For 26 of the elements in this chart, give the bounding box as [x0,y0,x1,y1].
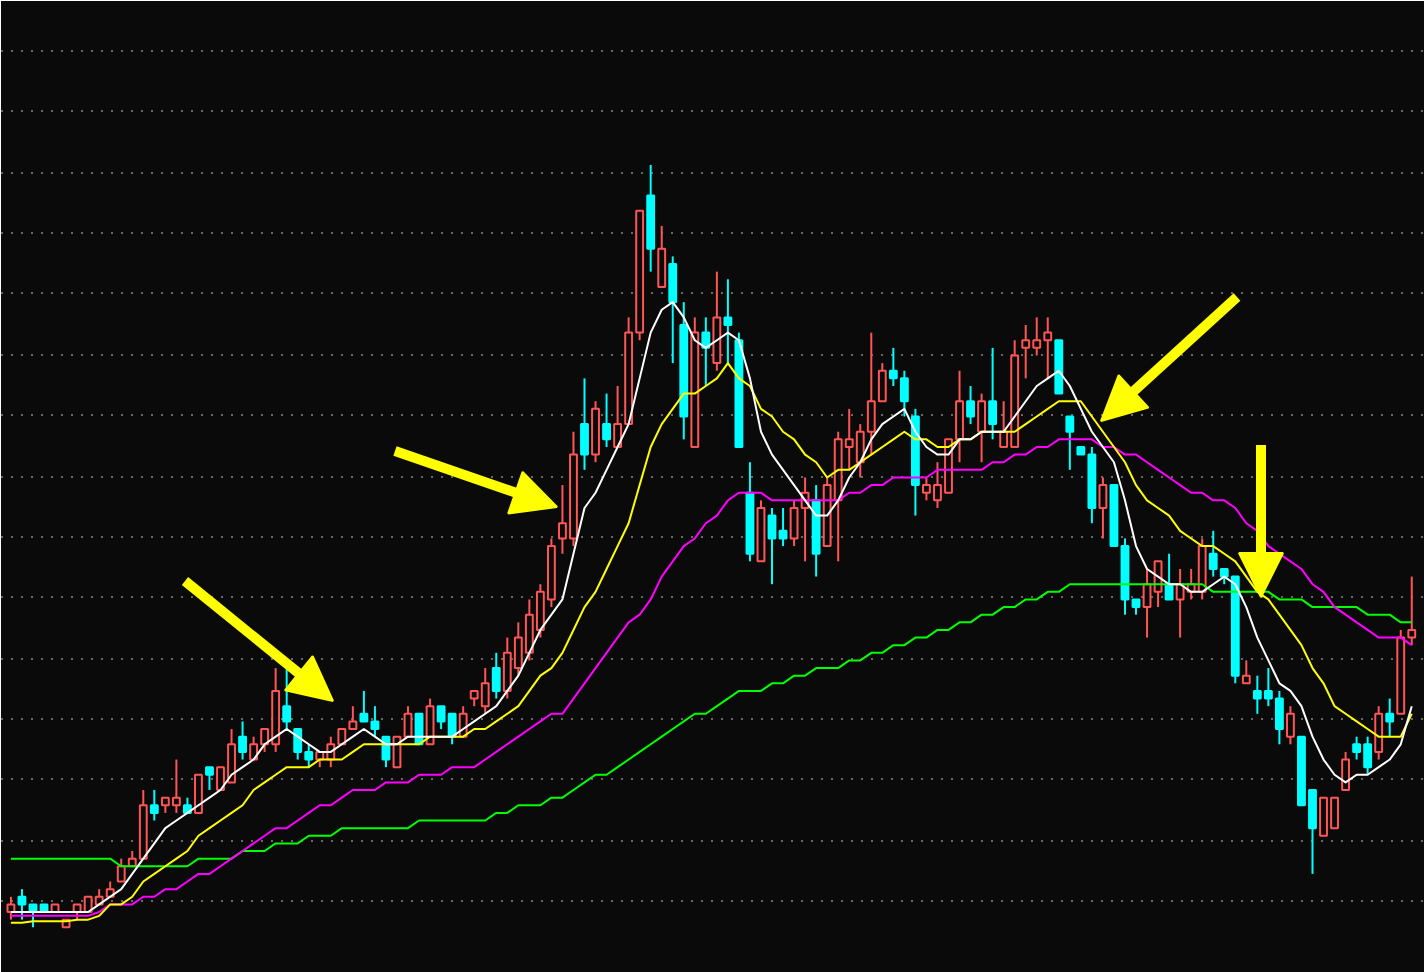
candlestick [1374,705,1384,761]
candlestick [1286,705,1295,746]
candlestick [657,224,667,288]
candlestick [668,255,678,365]
candlestick [238,720,247,761]
candlestick [1164,552,1174,601]
candlestick [966,384,975,426]
candlestick [1241,659,1251,685]
candlestick [149,789,159,822]
candlestick [1098,476,1108,540]
candlestick [414,712,424,746]
candlestick [591,400,600,464]
candlestick [1385,697,1395,738]
candlestick [1065,415,1075,471]
candlestick [491,651,501,700]
candlestick [977,392,986,464]
candlestick [602,392,611,448]
candlestick [723,278,733,365]
candlestick [282,667,292,731]
candlestick [1341,750,1350,792]
candlestick [116,857,126,883]
candlestick [194,773,203,814]
candlestick [712,270,722,372]
candlestick [988,346,998,441]
candlestick [580,377,589,471]
candlestick [205,766,214,792]
